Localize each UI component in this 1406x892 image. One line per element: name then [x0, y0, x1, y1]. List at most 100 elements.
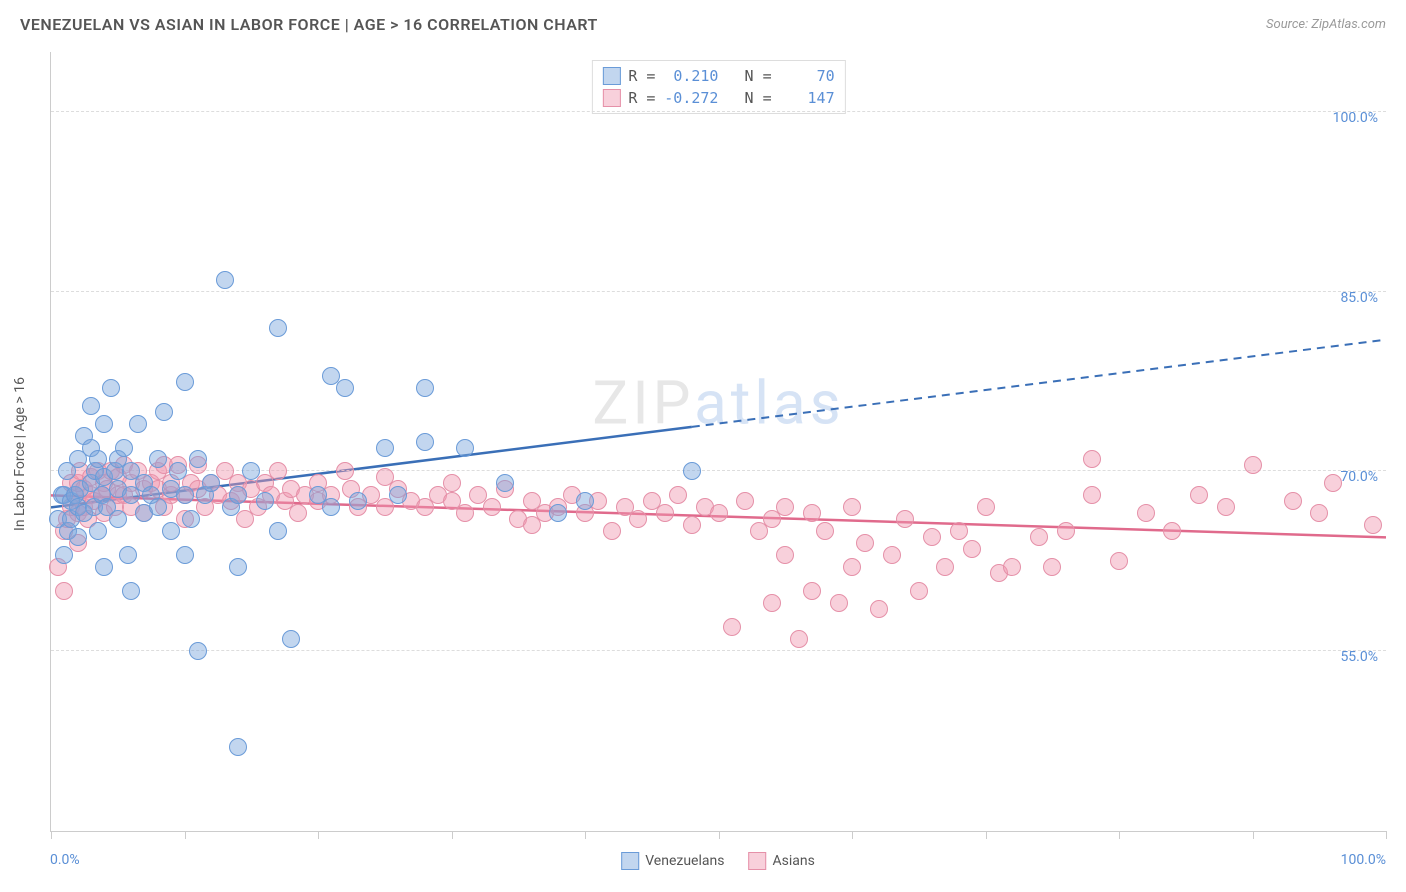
- scatter-point-venezuelans: [229, 486, 247, 504]
- scatter-point-asians: [1310, 504, 1328, 522]
- n-value-asians: 147: [780, 89, 835, 107]
- chart-header: VENEZUELAN VS ASIAN IN LABOR FORCE | AGE…: [0, 0, 1406, 48]
- scatter-point-asians: [816, 522, 834, 540]
- scatter-point-venezuelans: [115, 439, 133, 457]
- scatter-point-venezuelans: [322, 498, 340, 516]
- scatter-point-venezuelans: [202, 474, 220, 492]
- scatter-point-asians: [603, 522, 621, 540]
- scatter-point-venezuelans: [416, 433, 434, 451]
- scatter-point-venezuelans: [189, 642, 207, 660]
- trend-lines-svg: [51, 52, 1386, 831]
- scatter-point-venezuelans: [122, 582, 140, 600]
- scatter-point-venezuelans: [269, 522, 287, 540]
- scatter-point-asians: [910, 582, 928, 600]
- scatter-point-venezuelans: [229, 558, 247, 576]
- scatter-point-asians: [803, 582, 821, 600]
- scatter-point-venezuelans: [229, 738, 247, 756]
- scatter-point-venezuelans: [683, 462, 701, 480]
- scatter-point-asians: [1137, 504, 1155, 522]
- series-legend: VenezuelansAsians: [621, 852, 815, 870]
- scatter-point-asians: [669, 486, 687, 504]
- scatter-point-venezuelans: [269, 319, 287, 337]
- scatter-point-venezuelans: [119, 546, 137, 564]
- scatter-point-venezuelans: [149, 450, 167, 468]
- watermark: ZIPatlas: [592, 367, 844, 438]
- chart-source: Source: ZipAtlas.com: [1266, 17, 1386, 32]
- scatter-point-venezuelans: [155, 403, 173, 421]
- x-axis-tick: [852, 831, 853, 839]
- scatter-point-asians: [629, 510, 647, 528]
- scatter-point-asians: [950, 522, 968, 540]
- scatter-point-asians: [856, 534, 874, 552]
- y-axis-tick-label: 85.0%: [1340, 290, 1378, 306]
- x-axis-tick: [51, 831, 52, 839]
- gridline: [51, 291, 1386, 292]
- scatter-point-asians: [723, 618, 741, 636]
- x-axis-tick: [1119, 831, 1120, 839]
- scatter-point-venezuelans: [169, 462, 187, 480]
- y-axis-tick-label: 70.0%: [1340, 469, 1378, 485]
- scatter-point-venezuelans: [69, 528, 87, 546]
- scatter-point-asians: [1324, 474, 1342, 492]
- scatter-point-venezuelans: [176, 486, 194, 504]
- x-axis-min-label: 0.0%: [50, 852, 80, 868]
- scatter-point-asians: [963, 540, 981, 558]
- y-axis-tick-label: 100.0%: [1333, 110, 1378, 126]
- scatter-point-asians: [936, 558, 954, 576]
- series-legend-label-asians: Asians: [772, 853, 814, 869]
- x-axis-tick: [318, 831, 319, 839]
- correlation-legend: R =0.210 N =70R =-0.272 N =147: [591, 60, 845, 114]
- scatter-point-asians: [289, 504, 307, 522]
- x-axis-tick: [719, 831, 720, 839]
- scatter-point-asians: [830, 594, 848, 612]
- scatter-point-asians: [683, 516, 701, 534]
- scatter-point-asians: [1284, 492, 1302, 510]
- scatter-point-venezuelans: [176, 546, 194, 564]
- x-axis-tick: [986, 831, 987, 839]
- scatter-point-venezuelans: [109, 510, 127, 528]
- trend-line-venezuelans-extrapolated: [692, 340, 1386, 427]
- scatter-point-venezuelans: [416, 379, 434, 397]
- scatter-point-asians: [790, 630, 808, 648]
- scatter-point-asians: [736, 492, 754, 510]
- correlation-legend-row-asians: R =-0.272 N =147: [602, 87, 834, 109]
- scatter-point-asians: [977, 498, 995, 516]
- y-axis-tick-label: 55.0%: [1340, 649, 1378, 665]
- scatter-point-asians: [1244, 456, 1262, 474]
- y-axis-title: In Labor Force | Age > 16: [12, 377, 28, 531]
- n-value-venezuelans: 70: [780, 67, 835, 85]
- scatter-point-venezuelans: [102, 379, 120, 397]
- scatter-point-asians: [870, 600, 888, 618]
- legend-swatch-venezuelans: [602, 67, 620, 85]
- gridline: [51, 111, 1386, 112]
- scatter-point-venezuelans: [496, 474, 514, 492]
- scatter-point-venezuelans: [82, 397, 100, 415]
- scatter-point-venezuelans: [129, 415, 147, 433]
- scatter-point-venezuelans: [389, 486, 407, 504]
- r-value-asians: -0.272: [663, 89, 718, 107]
- r-label: R =: [628, 89, 655, 107]
- scatter-point-asians: [883, 546, 901, 564]
- scatter-point-asians: [776, 498, 794, 516]
- scatter-point-venezuelans: [242, 462, 260, 480]
- scatter-point-asians: [1083, 450, 1101, 468]
- scatter-point-asians: [1190, 486, 1208, 504]
- scatter-point-asians: [456, 504, 474, 522]
- scatter-point-venezuelans: [349, 492, 367, 510]
- scatter-point-venezuelans: [95, 558, 113, 576]
- scatter-point-venezuelans: [576, 492, 594, 510]
- scatter-point-asians: [1043, 558, 1061, 576]
- scatter-point-asians: [443, 474, 461, 492]
- scatter-point-asians: [923, 528, 941, 546]
- scatter-point-venezuelans: [182, 510, 200, 528]
- legend-swatch-venezuelans: [621, 852, 639, 870]
- scatter-point-asians: [843, 498, 861, 516]
- scatter-point-venezuelans: [549, 504, 567, 522]
- n-label: N =: [726, 67, 771, 85]
- r-value-venezuelans: 0.210: [663, 67, 718, 85]
- scatter-point-venezuelans: [162, 522, 180, 540]
- scatter-point-venezuelans: [89, 450, 107, 468]
- watermark-atlas: atlas: [694, 367, 844, 438]
- scatter-point-venezuelans: [282, 630, 300, 648]
- scatter-point-venezuelans: [176, 373, 194, 391]
